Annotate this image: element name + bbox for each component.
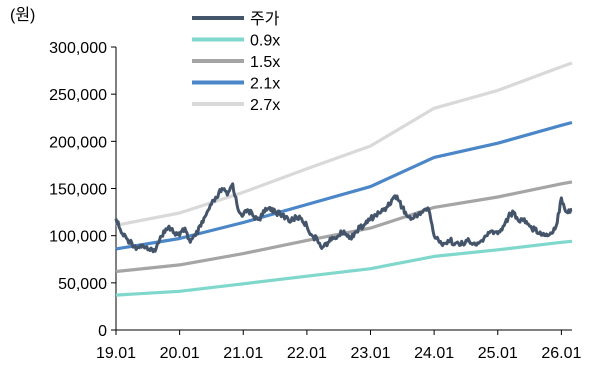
legend-label: 2.7x (250, 97, 280, 114)
x-tick-label: 20.01 (160, 345, 200, 362)
series-line-band-0-9x (115, 239, 573, 297)
x-tick-label: 25.01 (478, 345, 518, 362)
x-tick-label: 23.01 (350, 345, 390, 362)
y-axis: 0 50,000 100,000 150,000 200,000 250,000 300,0… (49, 40, 117, 340)
y-tick-label: 250,000 (49, 87, 107, 104)
series-line-band-2-7x (115, 61, 573, 227)
legend-label: 주가 (250, 10, 280, 28)
x-tick-label: 19.01 (96, 345, 136, 362)
legend: 주가 0.9x 1.5x 2.1x 2.7x (192, 10, 280, 114)
y-tick-label: 200,000 (49, 134, 107, 151)
y-tick-label: 50,000 (58, 276, 107, 293)
series-lines (114, 61, 573, 297)
x-tick-label: 21.01 (223, 345, 263, 362)
y-tick-label: 0 (98, 323, 107, 340)
x-tick-label: 22.01 (287, 345, 327, 362)
y-axis-unit-label: (원) (10, 6, 35, 24)
x-tick-label: 24.01 (414, 345, 454, 362)
legend-label: 1.5x (250, 54, 280, 71)
series-line-price (114, 182, 573, 254)
series-line-band-2-1x (115, 120, 573, 251)
y-tick-label: 300,000 (49, 40, 107, 57)
y-tick-label: 150,000 (49, 182, 107, 199)
legend-label: 0.9x (250, 33, 280, 50)
series-line-band-1-5x (115, 180, 573, 274)
x-axis: 19.01 20.01 21.01 22.01 23.01 24.01 25.01 26.01 (96, 329, 582, 362)
y-tick-label: 100,000 (49, 229, 107, 246)
legend-label: 2.1x (250, 76, 280, 93)
x-tick-label: 26.01 (541, 345, 581, 362)
